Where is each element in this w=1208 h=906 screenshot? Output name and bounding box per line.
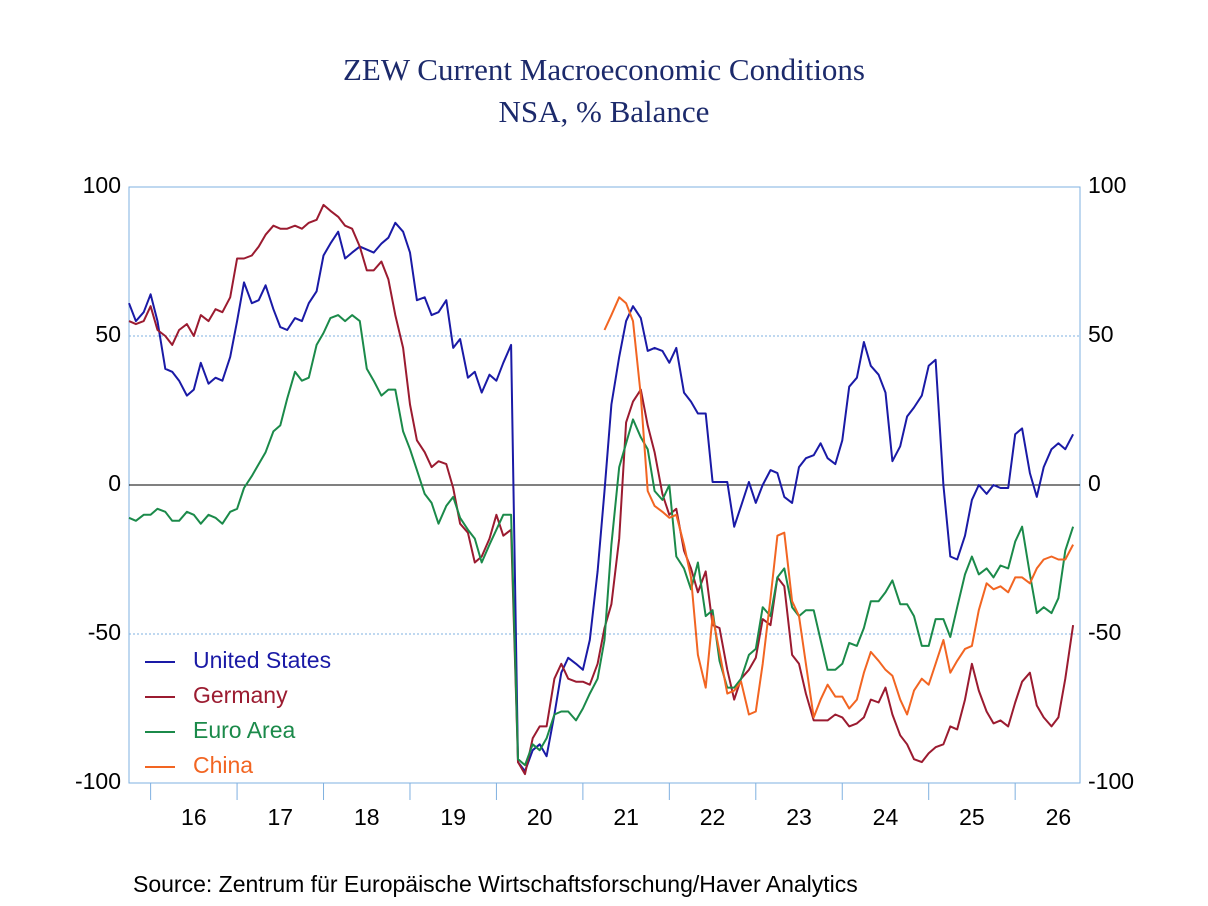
y-tick-label-right: 100: [1088, 172, 1126, 198]
chart-subtitle: NSA, % Balance: [499, 94, 710, 129]
y-tick-label: 0: [108, 470, 121, 496]
chart-title: ZEW Current Macroeconomic Conditions: [343, 52, 865, 87]
y-tick-label: -50: [88, 619, 121, 645]
x-tick-label: 23: [786, 804, 812, 830]
y-tick-label-right: -100: [1088, 768, 1134, 794]
x-tick-label: 21: [613, 804, 639, 830]
y-tick-label-right: 0: [1088, 470, 1101, 496]
x-tick-label: 25: [959, 804, 985, 830]
x-tick-label: 22: [700, 804, 726, 830]
series-line: [128, 221, 1074, 773]
x-tick-label: 17: [267, 804, 293, 830]
series-line: [603, 296, 1074, 719]
y-tick-label-right: 50: [1088, 321, 1114, 347]
legend-label: China: [193, 752, 253, 778]
x-tick-label: 26: [1046, 804, 1072, 830]
y-tick-label: -100: [75, 768, 121, 794]
x-tick-label: 24: [873, 804, 899, 830]
x-tick-label: 18: [354, 804, 380, 830]
x-tick-label: 16: [181, 804, 207, 830]
legend-label: Germany: [193, 682, 288, 708]
series-line: [128, 314, 1075, 767]
x-tick-label: 19: [440, 804, 466, 830]
legend-label: Euro Area: [193, 717, 295, 743]
legend-label: United States: [193, 647, 331, 673]
y-tick-label: 50: [95, 321, 121, 347]
source-note: Source: Zentrum für Europäische Wirtscha…: [133, 871, 858, 897]
y-tick-label-right: -50: [1088, 619, 1121, 645]
y-tick-label: 100: [83, 172, 121, 198]
x-tick-label: 20: [527, 804, 553, 830]
series-line: [128, 203, 1075, 776]
